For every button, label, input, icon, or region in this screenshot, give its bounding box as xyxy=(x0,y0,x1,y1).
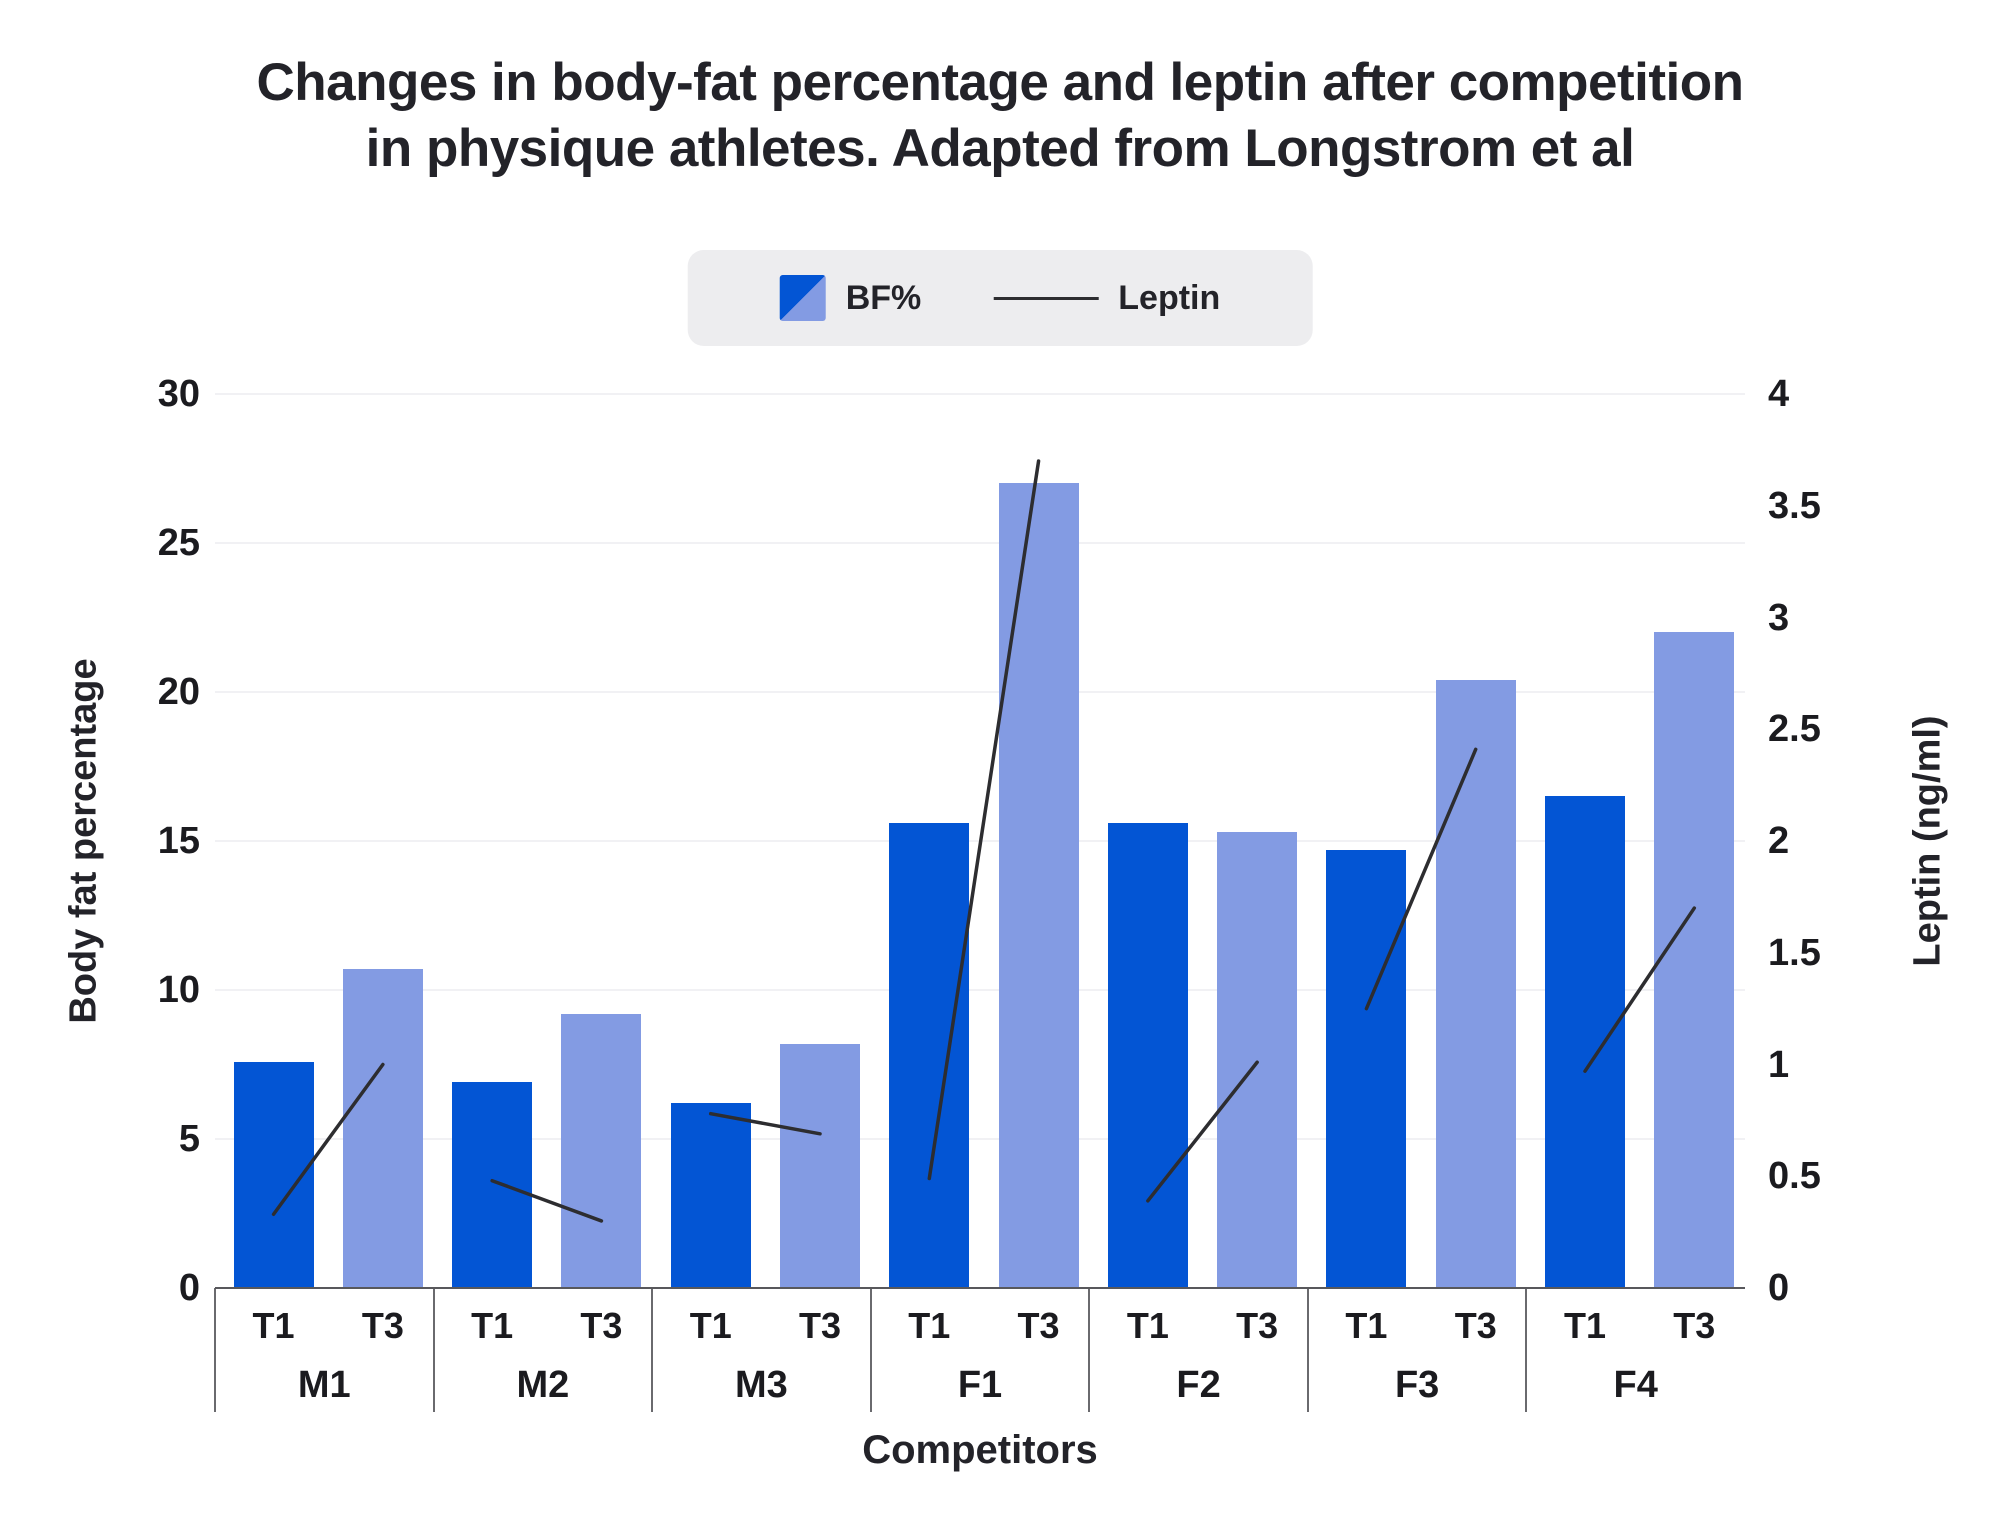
right-axis-tick-3-5: 3.5 xyxy=(1768,484,1821,527)
tick-f1-t1: T1 xyxy=(908,1305,951,1346)
bar-f1-t1 xyxy=(889,823,970,1288)
x-axis-title: Competitors xyxy=(862,1428,1098,1472)
right-axis-tick-0: 0 xyxy=(1768,1267,1790,1309)
tick-f2-t3: T3 xyxy=(1236,1305,1279,1346)
bar-m3-t1 xyxy=(670,1103,751,1288)
leptin-line-f4 xyxy=(1583,906,1697,1073)
leptin-line-f2 xyxy=(1146,1060,1259,1203)
right-axis-tick-2: 2 xyxy=(1768,820,1790,862)
bf-legend-swatch-icon xyxy=(779,275,826,321)
leptin-line-m2 xyxy=(490,1178,604,1223)
left-axis-tick-15: 15 xyxy=(157,820,200,862)
tick-f3-t1: T1 xyxy=(1345,1305,1388,1346)
leptin-line-m3 xyxy=(708,1111,822,1136)
right-axis-tick-4: 4 xyxy=(1768,373,1790,415)
right-axis-tick-0-5: 0.5 xyxy=(1768,1155,1821,1198)
bar-m2-t1 xyxy=(452,1082,533,1288)
gridline-5 xyxy=(215,1138,1745,1140)
group-separator-0 xyxy=(214,1288,216,1412)
group-label-f1: F1 xyxy=(957,1364,1003,1406)
right-axis-tick-2-5: 2.5 xyxy=(1768,708,1821,751)
gridline-10 xyxy=(215,989,1745,991)
leptin-legend-label: Leptin xyxy=(1118,278,1221,317)
left-axis-tick-30: 30 xyxy=(157,373,200,415)
right-axis-tick-3: 3 xyxy=(1768,596,1790,639)
plot-area xyxy=(215,393,1745,1289)
bar-f1-t3 xyxy=(998,483,1079,1288)
leptin-line-m1 xyxy=(271,1062,385,1216)
bar-f3-t1 xyxy=(1326,849,1407,1288)
group-separator-4 xyxy=(1088,1288,1091,1412)
tick-m1-t1: T1 xyxy=(252,1305,295,1346)
bf-legend-label: BF% xyxy=(845,278,922,317)
gridline-20 xyxy=(215,691,1745,693)
leptin-legend-line-icon xyxy=(993,296,1099,300)
group-label-f3: F3 xyxy=(1394,1364,1440,1406)
chart-title-line1: Changes in body-fat percentage and lepti… xyxy=(256,53,1744,112)
tick-m1-t3: T3 xyxy=(361,1305,404,1346)
legend: BF% Leptin xyxy=(687,250,1313,346)
left-axis-tick-0: 0 xyxy=(178,1267,200,1309)
bar-m1-t3 xyxy=(342,969,423,1288)
tick-m2-t1: T1 xyxy=(471,1305,514,1346)
leptin-lines-layer xyxy=(271,459,1697,1223)
group-separator-6 xyxy=(1525,1288,1528,1412)
group-separator-5 xyxy=(1306,1288,1309,1412)
right-axis-title: Leptin (ng/ml) xyxy=(1906,715,1949,967)
group-separator-2 xyxy=(651,1288,654,1412)
gridline-25 xyxy=(215,542,1745,544)
group-label-f4: F4 xyxy=(1613,1364,1658,1406)
tick-f3-t3: T3 xyxy=(1454,1305,1497,1346)
left-axis-tick-20: 20 xyxy=(157,671,200,713)
tick-f2-t1: T1 xyxy=(1126,1305,1169,1346)
left-axis-tick-5: 5 xyxy=(178,1118,200,1160)
right-axis-tick-1: 1 xyxy=(1768,1043,1790,1086)
tick-m3-t3: T3 xyxy=(798,1305,841,1346)
gridline-30 xyxy=(215,393,1745,395)
group-label-f2: F2 xyxy=(1176,1364,1221,1406)
left-axis-tick-25: 25 xyxy=(157,522,200,564)
right-axis-tick-1-5: 1.5 xyxy=(1768,931,1821,974)
bar-f4-t1 xyxy=(1545,796,1625,1288)
x-axis-line xyxy=(215,1287,1745,1289)
bar-f2-t1 xyxy=(1107,823,1188,1288)
tick-f4-t1: T1 xyxy=(1563,1305,1606,1346)
tick-f1-t3: T3 xyxy=(1017,1305,1060,1346)
bar-m2-t3 xyxy=(561,1013,642,1288)
bar-f4-t3 xyxy=(1654,632,1735,1288)
group-separator-1 xyxy=(432,1288,435,1412)
bar-f2-t3 xyxy=(1217,832,1298,1288)
leptin-line-f3 xyxy=(1364,747,1478,1011)
group-label-m3: M3 xyxy=(735,1364,788,1406)
bar-m3-t3 xyxy=(780,1043,860,1288)
group-separator-3 xyxy=(869,1288,872,1412)
tick-f4-t3: T3 xyxy=(1673,1305,1716,1346)
chart-title-line2: in physique athletes. Adapted from Longs… xyxy=(365,119,1635,178)
bar-f3-t3 xyxy=(1435,680,1516,1288)
tick-m2-t3: T3 xyxy=(580,1305,623,1346)
tick-m3-t1: T1 xyxy=(689,1305,732,1346)
group-label-m1: M1 xyxy=(297,1364,351,1406)
group-label-m2: M2 xyxy=(516,1364,570,1406)
left-axis-tick-10: 10 xyxy=(157,969,200,1011)
leptin-line-f1 xyxy=(927,459,1041,1181)
